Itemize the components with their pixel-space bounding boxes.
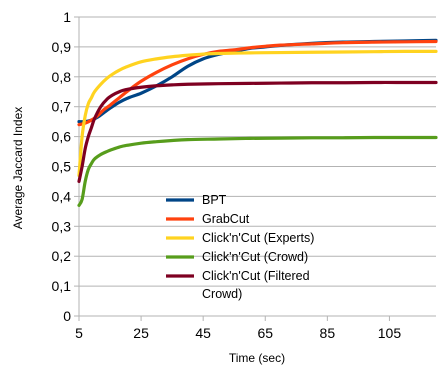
x-tick-label: 5 [75, 325, 83, 341]
legend-label: Click'n'Cut (Experts) [202, 231, 314, 245]
y-tick-label: 0,8 [52, 69, 72, 85]
y-axis-title: Average Jaccard Index [11, 107, 25, 230]
legend-label: Click'n'Cut (Crowd) [202, 250, 308, 264]
legend-label: Click'n'Cut (Filtered [202, 269, 310, 283]
legend: BPT GrabCut Click'n'Cut (Experts) Click'n'C… [166, 193, 314, 301]
x-tick-label: 85 [320, 325, 336, 341]
y-tick-label: 0,6 [52, 129, 72, 145]
series-line-click-n-cut-experts [77, 49, 438, 178]
x-tick-label: 25 [133, 325, 149, 341]
legend-label: BPT [202, 193, 227, 207]
series-line-click-n-cut-filtered-crowd [77, 80, 438, 184]
y-tick-label: 0,2 [52, 248, 72, 264]
legend-label: Crowd) [202, 287, 242, 301]
y-tick-label: 0,9 [52, 39, 72, 55]
y-tick-label: 0,7 [52, 99, 72, 115]
axes-layer: 0 0,1 0,2 0,3 0,4 0,5 0,6 0,7 0,8 0,9 1 5 25 45 65 85 10… [52, 9, 436, 341]
y-tick-label: 1 [63, 9, 71, 25]
series-line-click-n-cut-crowd [77, 135, 438, 207]
x-tick-label: 45 [195, 325, 211, 341]
y-tick-label: 0,5 [52, 159, 72, 175]
legend-label: GrabCut [202, 212, 250, 226]
x-axis-title: Time (sec) [229, 351, 285, 365]
y-tick-label: 0,4 [52, 188, 72, 204]
grid-layer [79, 16, 436, 317]
x-tick-label: 65 [257, 325, 273, 341]
series-line-grabcut [77, 39, 438, 127]
y-tick-label: 0,1 [52, 278, 72, 294]
y-tick-label: 0 [63, 308, 71, 324]
y-tick-label: 0,3 [52, 218, 72, 234]
series-layer [77, 38, 438, 207]
x-tick-label: 105 [378, 325, 402, 341]
